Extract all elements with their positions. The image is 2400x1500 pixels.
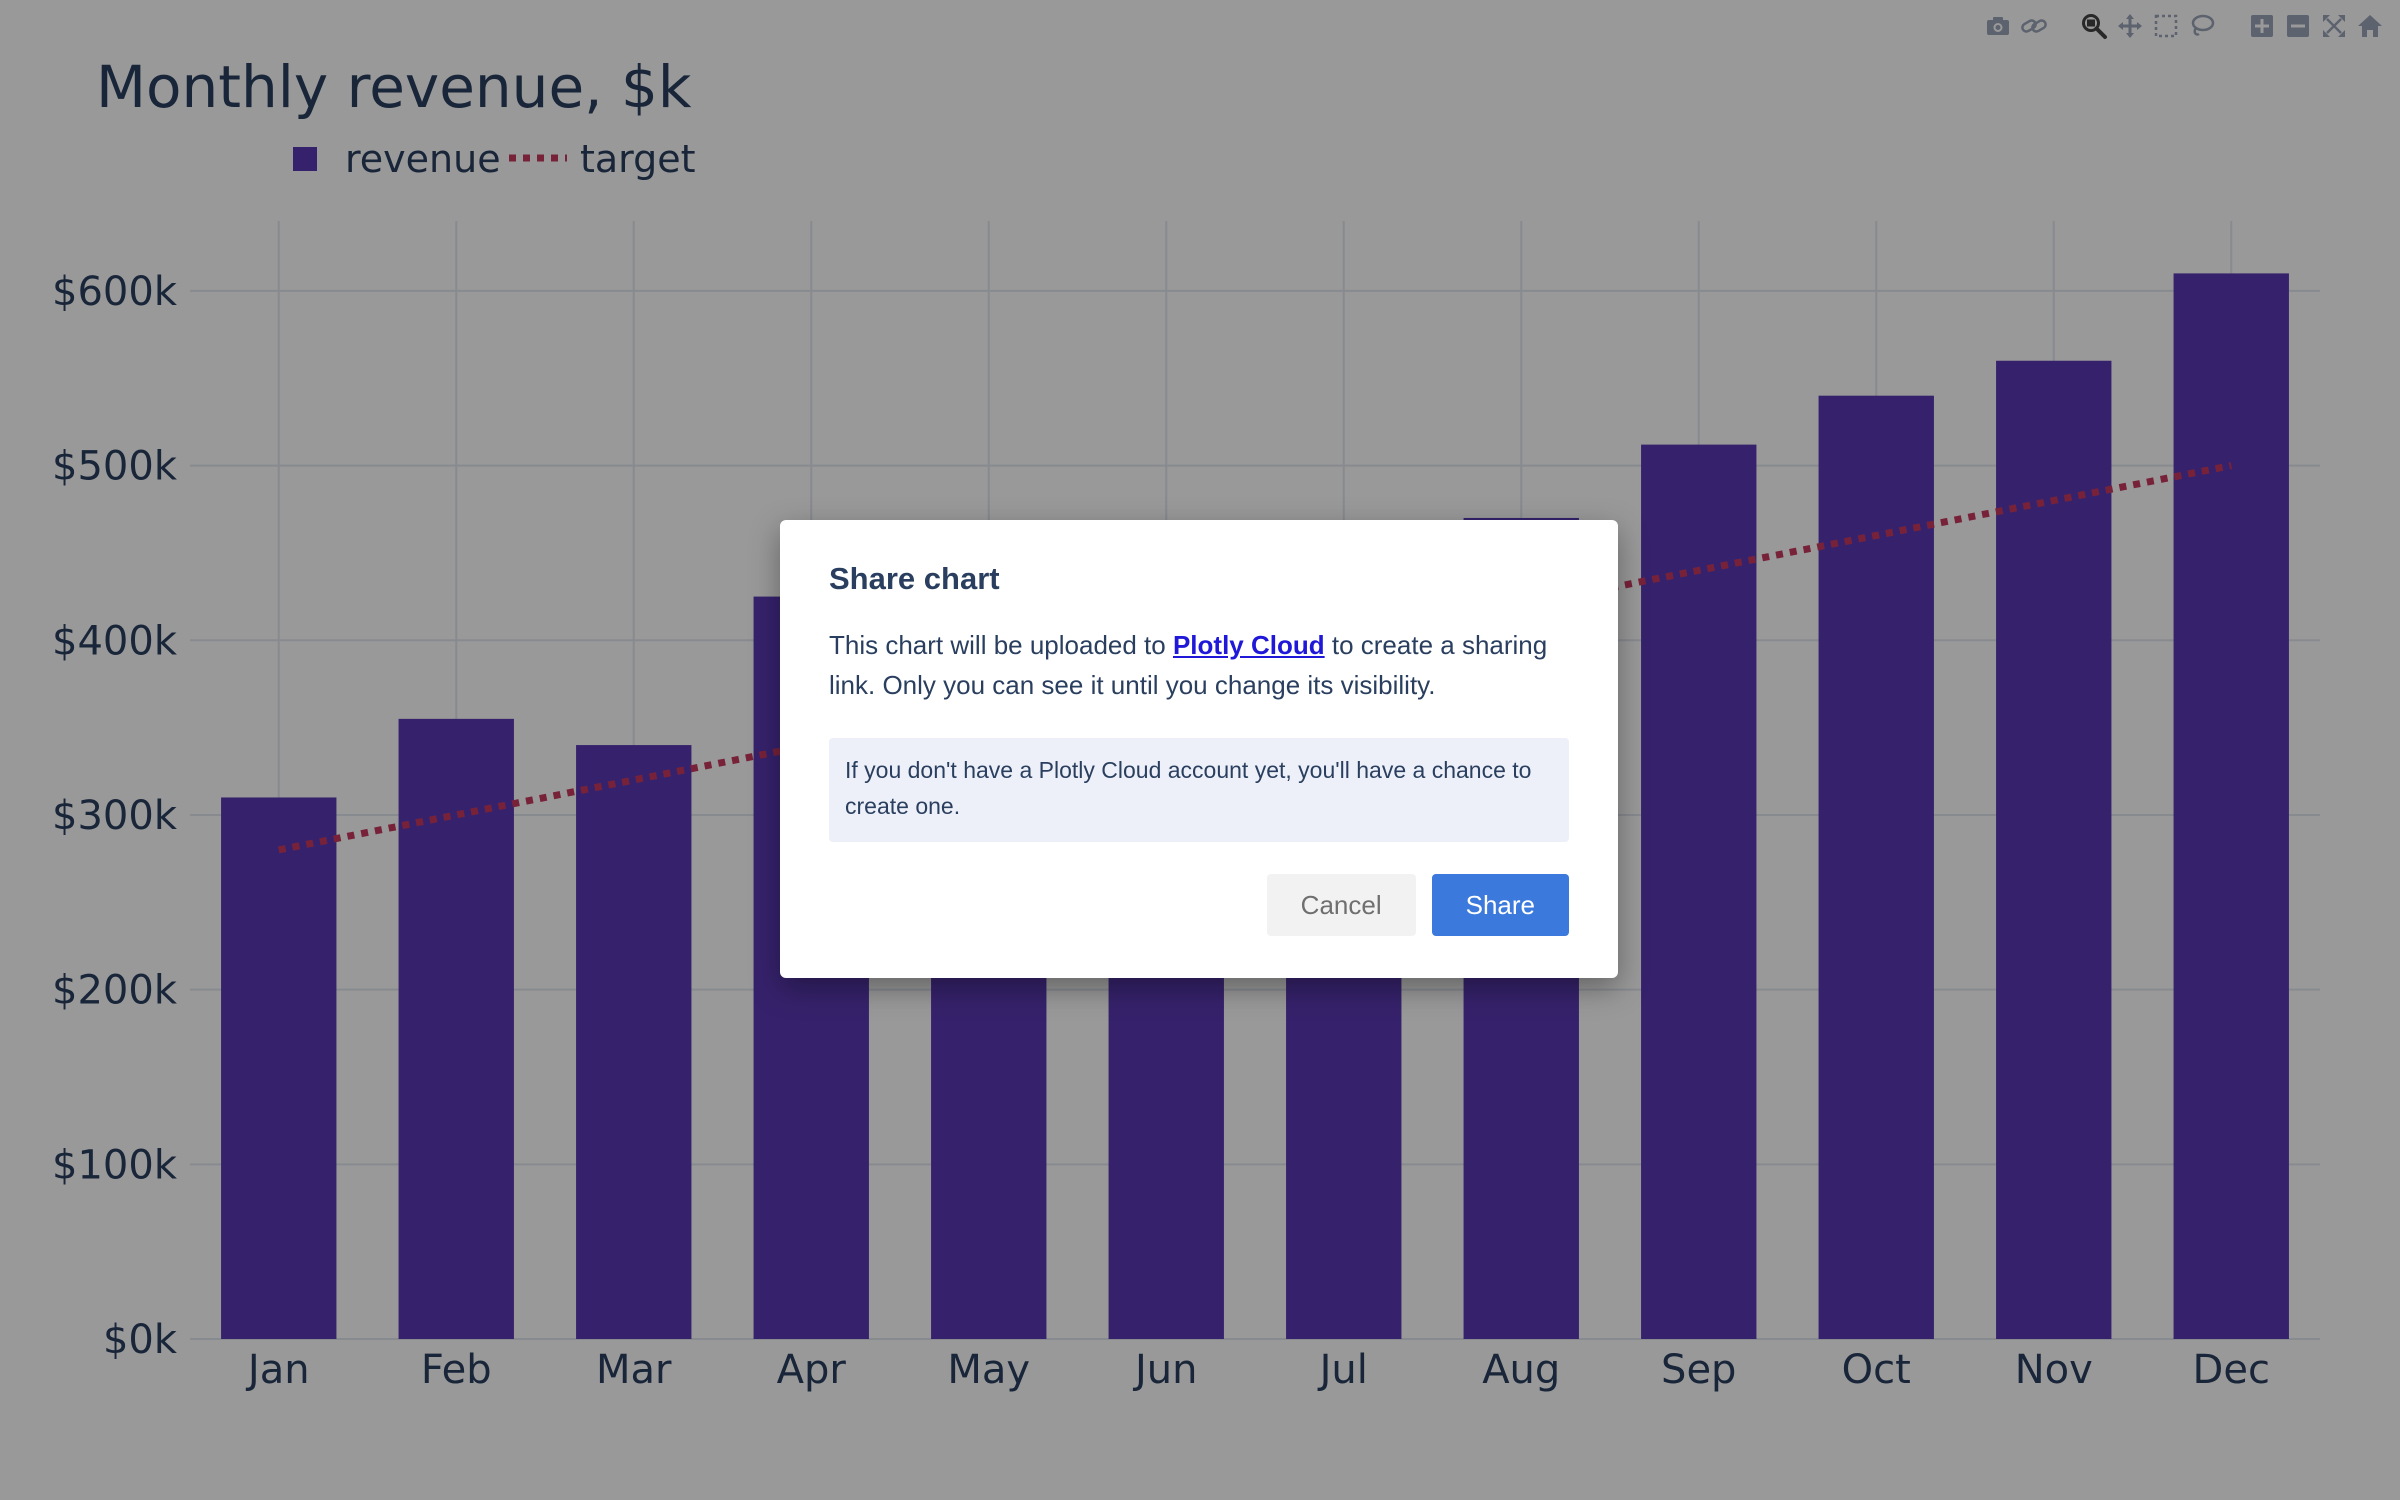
zoom-icon xyxy=(2082,14,2107,39)
share-chart-dialog: Share chart This chart will be uploaded … xyxy=(780,520,1618,978)
share-button[interactable]: Share xyxy=(1431,874,1569,936)
reset-axes-icon xyxy=(2358,15,2382,37)
lasso-icon xyxy=(2191,14,2215,36)
x-tick-label: Nov xyxy=(2015,1347,2093,1393)
modebar-group xyxy=(1980,8,2052,44)
legend-item-revenue[interactable]: revenue xyxy=(293,137,501,181)
dialog-text-after: to create a sharing link. Only you can s… xyxy=(829,630,1548,701)
y-tick-label: $400k xyxy=(52,618,178,664)
link-icon xyxy=(2021,19,2047,33)
x-tick-label: Apr xyxy=(777,1347,847,1393)
modebar-group xyxy=(2244,8,2388,44)
legend-label-revenue: revenue xyxy=(345,137,501,181)
zoom-out-button[interactable] xyxy=(2280,8,2316,44)
x-tick-label: Sep xyxy=(1661,1347,1736,1393)
autoscale-button[interactable] xyxy=(2316,8,2352,44)
plotly-cloud-link[interactable]: Plotly Cloud xyxy=(1172,630,1325,661)
zoom-in-button[interactable] xyxy=(2244,8,2280,44)
dialog-title: Share chart xyxy=(829,561,1000,596)
bar-oct[interactable] xyxy=(1818,395,1934,1339)
y-tick-label: $100k xyxy=(52,1142,178,1188)
x-tick-label: Mar xyxy=(596,1347,672,1393)
box-select-icon xyxy=(2154,14,2178,38)
bar-jan[interactable] xyxy=(221,797,337,1339)
x-tick-label: Aug xyxy=(1482,1347,1560,1393)
revenue-bars xyxy=(221,273,2289,1340)
y-tick-label: $300k xyxy=(52,793,178,839)
x-tick-label: Dec xyxy=(2193,1347,2270,1393)
x-axis: Jan Feb Mar Apr May Jun Jul Aug Sep Oct Nov Dec xyxy=(245,1347,2270,1393)
pan-icon xyxy=(2118,14,2142,38)
lasso-button[interactable] xyxy=(2184,8,2220,44)
zoom-in-icon xyxy=(2251,15,2273,37)
chart-title: Monthly revenue, $k xyxy=(96,53,692,121)
legend: revenue target xyxy=(293,137,696,181)
dialog-actions: Cancel Share xyxy=(1266,874,1569,936)
link-button[interactable] xyxy=(2016,8,2052,44)
autoscale-icon xyxy=(2323,15,2345,37)
x-tick-label: Jul xyxy=(1317,1347,1368,1393)
x-tick-label: Oct xyxy=(1842,1347,1911,1393)
x-tick-label: Jan xyxy=(245,1347,310,1393)
legend-swatch-revenue xyxy=(293,147,317,171)
zoom-button[interactable] xyxy=(2076,8,2112,44)
x-tick-label: Feb xyxy=(421,1347,492,1393)
y-tick-label: $200k xyxy=(52,968,178,1014)
camera-button[interactable] xyxy=(1980,8,2016,44)
dialog-text-before: This chart will be uploaded to xyxy=(829,630,1173,661)
y-tick-label: $500k xyxy=(52,444,178,490)
pan-button[interactable] xyxy=(2112,8,2148,44)
y-tick-label: $600k xyxy=(52,269,178,315)
camera-icon xyxy=(1987,17,2009,35)
dialog-description: This chart will be uploaded to Plotly Cl… xyxy=(829,625,1569,705)
box-select-button[interactable] xyxy=(2148,8,2184,44)
legend-item-target[interactable]: target xyxy=(509,137,696,181)
bar-sep[interactable] xyxy=(1641,444,1757,1340)
bar-mar[interactable] xyxy=(576,745,692,1339)
y-tick-label: $0k xyxy=(103,1317,178,1363)
x-tick-label: May xyxy=(947,1347,1030,1393)
y-axis: $0k $100k $200k $300k $400k $500k $600k xyxy=(52,269,178,1363)
bar-dec[interactable] xyxy=(2173,273,2289,1339)
bar-nov[interactable] xyxy=(1996,360,2112,1339)
legend-label-target: target xyxy=(580,137,696,181)
cancel-button[interactable]: Cancel xyxy=(1266,874,1416,936)
account-note: If you don't have a Plotly Cloud account… xyxy=(829,738,1569,843)
reset-axes-button[interactable] xyxy=(2352,8,2388,44)
modebar-group xyxy=(2076,8,2220,44)
modebar xyxy=(1956,8,2388,44)
zoom-out-icon xyxy=(2287,15,2309,37)
x-tick-label: Jun xyxy=(1132,1347,1198,1393)
